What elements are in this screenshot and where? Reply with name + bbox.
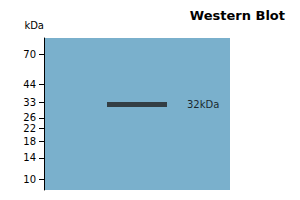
svg-text:Western Blot: Western Blot — [190, 8, 285, 23]
svg-text:44: 44 — [23, 79, 36, 90]
svg-text:18: 18 — [23, 136, 36, 147]
svg-text:70: 70 — [23, 49, 36, 60]
svg-text:10: 10 — [23, 174, 36, 185]
svg-text:kDa: kDa — [24, 20, 44, 31]
svg-text:22: 22 — [23, 123, 36, 134]
svg-text:26: 26 — [23, 112, 36, 123]
svg-text:14: 14 — [23, 152, 36, 163]
svg-text:32kDa: 32kDa — [187, 99, 219, 110]
svg-text:33: 33 — [23, 97, 36, 108]
